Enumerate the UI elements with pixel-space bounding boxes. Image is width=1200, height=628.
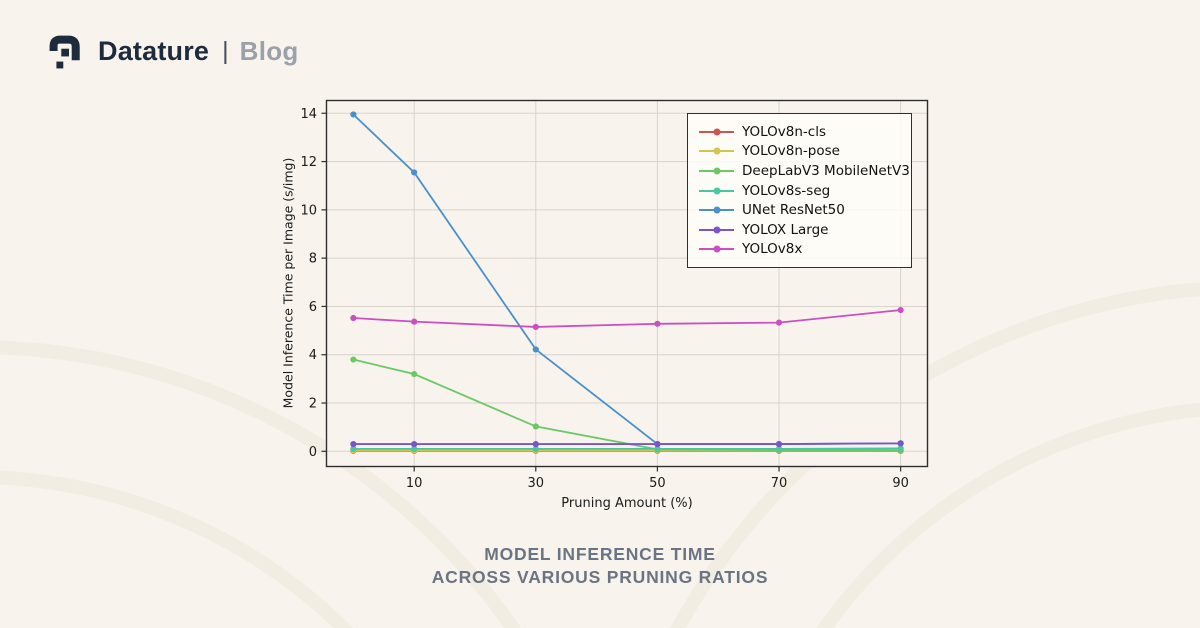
data-point	[775, 319, 783, 326]
legend-item: YOLOX Large	[699, 220, 901, 240]
x-tick-label: 10	[406, 476, 423, 491]
y-tick-label: 8	[309, 252, 317, 267]
x-tick-label: 30	[528, 476, 545, 491]
data-point	[775, 440, 783, 448]
y-tick-label: 10	[300, 203, 317, 218]
legend-dot-marker	[713, 167, 720, 175]
data-point	[350, 445, 357, 452]
y-tick-label: 14	[300, 107, 317, 122]
legend-label: YOLOv8n-pose	[742, 143, 840, 160]
axes-spines	[325, 99, 929, 468]
x-tick-label: 70	[771, 476, 788, 491]
data-point	[411, 440, 418, 448]
legend-item: YOLOv8x	[699, 240, 901, 260]
legend-dot-marker	[713, 226, 720, 234]
data-point	[654, 320, 661, 327]
legend-line-marker	[699, 147, 734, 155]
data-point	[411, 318, 418, 325]
data-point	[897, 306, 904, 314]
data-point	[350, 356, 357, 363]
x-tick-label: 50	[649, 476, 666, 491]
legend-label: DeepLabV3 MobileNetV3	[742, 162, 910, 179]
legend-line-marker	[699, 187, 734, 195]
legend-label: UNet ResNet50	[742, 202, 845, 219]
y-axis-label: Model Inference Time per Image (s/img)	[280, 157, 296, 409]
data-point	[350, 111, 357, 118]
legend-line-marker	[699, 206, 734, 214]
data-point	[897, 445, 904, 452]
y-tick-label: 12	[300, 155, 317, 170]
legend-label: YOLOv8x	[742, 241, 803, 258]
x-tick-label: 90	[892, 476, 909, 491]
data-point	[411, 370, 418, 378]
brand-separator: |	[222, 36, 229, 65]
y-tick-label: 0	[309, 445, 317, 460]
legend-dot-marker	[713, 206, 720, 214]
legend-label: YOLOv8s-seg	[742, 182, 831, 199]
legend-item: DeepLabV3 MobileNetV3	[699, 161, 910, 181]
data-point	[411, 169, 418, 176]
data-point	[532, 323, 539, 331]
chart-title-line1: MODEL INFERENCE TIME	[484, 544, 716, 564]
header: Datature | Blog	[45, 30, 299, 72]
data-point	[350, 440, 357, 448]
data-point	[532, 440, 539, 448]
legend-line-marker	[699, 128, 734, 136]
data-point	[775, 445, 783, 452]
y-tick-label: 6	[309, 300, 317, 315]
legend-dot-marker	[713, 187, 720, 195]
data-point	[350, 314, 357, 322]
data-point	[411, 445, 418, 452]
y-tick-label: 2	[309, 397, 317, 412]
legend-item: UNet ResNet50	[699, 200, 901, 220]
legend-item: YOLOv8n-cls	[699, 122, 901, 142]
datature-logo-icon	[49, 35, 80, 69]
data-point	[654, 445, 661, 452]
legend-dot-marker	[713, 245, 720, 253]
series-line	[353, 442, 901, 445]
data-point	[532, 423, 539, 430]
data-point	[897, 440, 904, 447]
legend: YOLOv8n-cls YOLOv8n-pose DeepLabV3 MobileN…	[687, 113, 912, 269]
legend-line-marker	[699, 167, 734, 175]
legend-label: YOLOv8n-cls	[742, 123, 827, 140]
legend-line-marker	[699, 245, 734, 253]
legend-item: YOLOv8s-seg	[699, 181, 901, 201]
legend-line-marker	[699, 226, 734, 234]
data-point	[532, 346, 539, 353]
data-point	[654, 440, 661, 448]
series-line	[353, 358, 901, 451]
legend-dot-marker	[713, 147, 720, 155]
chart-title: MODEL INFERENCE TIME ACROSS VARIOUS PRUN…	[250, 543, 950, 589]
data-point	[532, 445, 539, 452]
series-line	[353, 309, 901, 328]
legend-item: YOLOv8n-pose	[699, 142, 901, 162]
brand-name: Datature	[98, 35, 210, 66]
blog-label: Blog	[239, 35, 299, 66]
chart-title-line2: ACROSS VARIOUS PRUNING RATIOS	[431, 567, 769, 587]
legend-label: YOLOX Large	[742, 221, 829, 238]
y-tick-label: 4	[309, 348, 317, 363]
legend-dot-marker	[713, 128, 720, 136]
x-axis-label: Pruning Amount (%)	[561, 496, 693, 511]
